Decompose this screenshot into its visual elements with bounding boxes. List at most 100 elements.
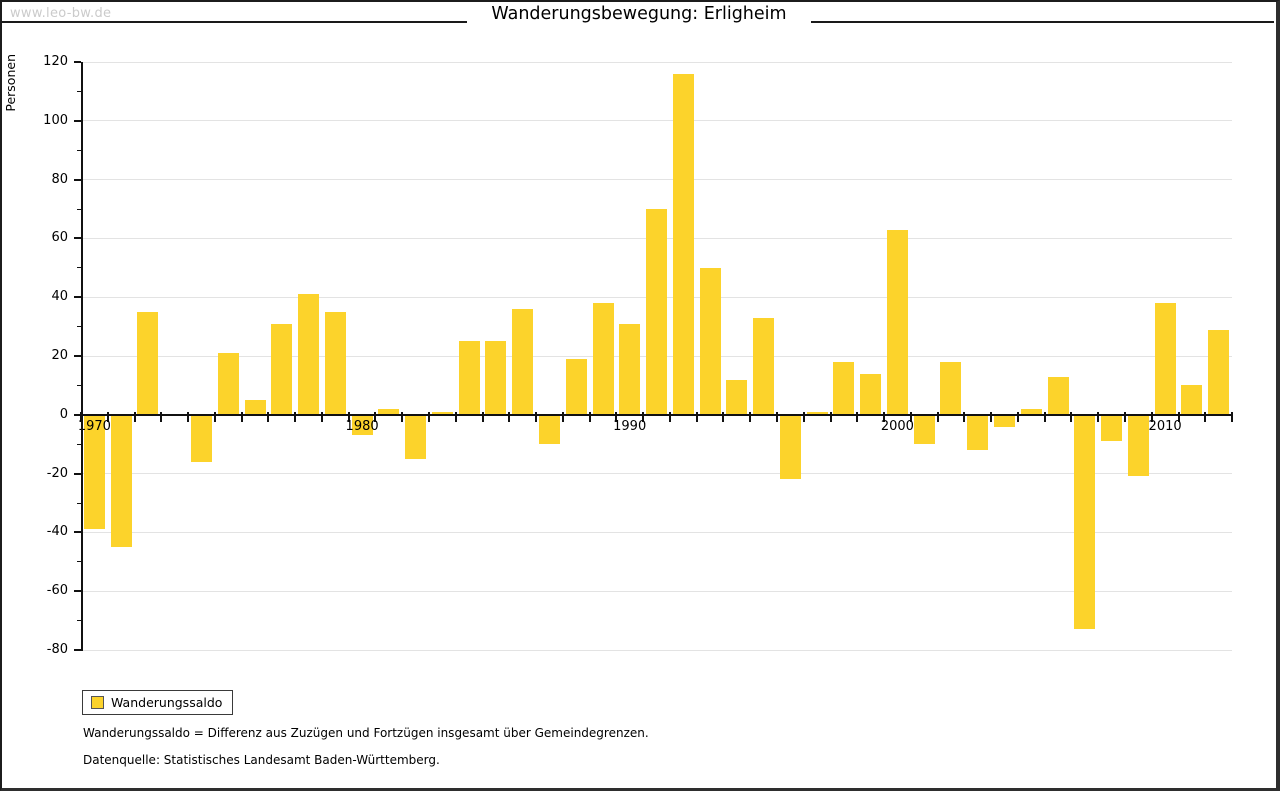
bar-1995 — [753, 317, 775, 415]
x-tick — [695, 411, 698, 422]
y-tick-major — [74, 237, 81, 240]
x-tick — [267, 411, 270, 422]
x-tick — [642, 411, 645, 422]
x-tick — [428, 411, 430, 422]
x-tick — [1123, 411, 1126, 422]
bar-2006 — [1047, 376, 1069, 415]
bar-1974 — [191, 414, 212, 462]
bar-1992 — [672, 73, 694, 415]
bar-1982 — [405, 414, 427, 459]
bar-1971 — [110, 414, 132, 548]
x-tick — [454, 411, 457, 422]
x-tick — [722, 411, 725, 422]
bar-2002 — [940, 361, 962, 415]
y-tick-minor — [77, 384, 81, 386]
gridline — [82, 590, 1232, 592]
y-axis-title: Personen — [3, 54, 18, 112]
y-tick-label: -80 — [46, 642, 68, 657]
bar-1991 — [646, 209, 667, 415]
y-tick-label: 0 — [59, 406, 68, 422]
x-tick — [1231, 411, 1233, 422]
gridline — [82, 473, 1232, 475]
y-tick-minor — [77, 561, 81, 563]
gridline — [82, 120, 1232, 122]
y-tick-major — [74, 649, 81, 651]
bar-2000 — [886, 229, 908, 415]
y-tick-label: -60 — [46, 583, 68, 599]
y-axis-line — [81, 62, 83, 651]
x-tick — [294, 411, 297, 422]
y-tick-major — [74, 413, 81, 416]
x-tick — [106, 411, 109, 422]
footnote-definition: Wanderungssaldo = Differenz aus Zuzügen … — [83, 726, 649, 740]
bar-2007 — [1074, 414, 1096, 630]
bar-2003 — [967, 414, 989, 451]
x-tick — [856, 411, 859, 422]
y-tick-label: 80 — [51, 171, 68, 187]
bar-1994 — [726, 379, 748, 415]
y-tick-major — [74, 590, 81, 593]
y-tick-label: 40 — [51, 289, 68, 305]
y-tick-label: -40 — [46, 524, 68, 540]
bar-1996 — [779, 414, 801, 480]
x-tick — [561, 411, 564, 422]
x-tick — [936, 411, 939, 422]
x-tick — [990, 411, 993, 422]
x-tick-label: 1970 — [77, 418, 111, 434]
x-tick — [508, 411, 511, 422]
x-tick — [160, 411, 163, 422]
x-axis-line — [81, 413, 1232, 416]
x-tick — [1043, 411, 1046, 422]
gridline — [82, 531, 1232, 533]
x-tick-label: 1980 — [345, 418, 379, 434]
x-tick — [1204, 411, 1207, 422]
x-tick-label: 2010 — [1148, 418, 1182, 434]
bar-1976 — [244, 400, 266, 415]
x-tick — [668, 411, 671, 422]
y-tick-minor — [77, 502, 81, 504]
y-tick-minor — [77, 267, 81, 269]
footnote-source: Datenquelle: Statistisches Landesamt Bad… — [83, 753, 440, 767]
x-tick-label: 1990 — [613, 418, 647, 434]
x-tick — [1150, 411, 1153, 422]
legend-label: Wanderungssaldo — [111, 695, 223, 710]
bar-1989 — [592, 303, 614, 415]
legend-box: Wanderungssaldo — [82, 690, 234, 715]
bar-1993 — [699, 267, 721, 415]
bar-2009 — [1127, 414, 1149, 477]
bar-1987 — [538, 414, 560, 445]
x-tick — [187, 411, 190, 422]
y-tick-minor — [77, 149, 81, 151]
bar-1985 — [485, 341, 507, 415]
y-tick-minor — [77, 90, 81, 92]
y-tick-minor — [77, 326, 81, 328]
y-tick-minor — [77, 620, 81, 622]
x-tick — [1016, 411, 1019, 422]
x-tick — [213, 411, 216, 422]
bar-1986 — [512, 309, 534, 415]
x-tick — [1097, 411, 1100, 422]
x-tick — [909, 411, 912, 422]
y-tick-major — [74, 355, 81, 357]
x-tick — [374, 411, 377, 422]
legend-swatch — [91, 696, 104, 709]
x-tick — [883, 411, 885, 422]
bar-1983 — [431, 411, 453, 415]
x-tick — [401, 411, 404, 422]
y-tick-label: -20 — [46, 465, 68, 481]
x-tick — [802, 411, 805, 422]
x-tick — [829, 411, 832, 422]
bar-1990 — [619, 323, 641, 415]
bar-1988 — [565, 358, 587, 415]
x-tick — [1177, 411, 1180, 422]
bar-1999 — [860, 373, 882, 415]
x-tick — [1070, 411, 1073, 422]
y-tick-major — [74, 531, 81, 534]
y-tick-minor — [77, 443, 81, 445]
y-tick-label: 20 — [51, 348, 68, 363]
x-tick — [347, 411, 350, 422]
y-tick-major — [74, 61, 81, 63]
bar-1972 — [137, 311, 159, 415]
y-tick-label: 120 — [43, 54, 68, 69]
